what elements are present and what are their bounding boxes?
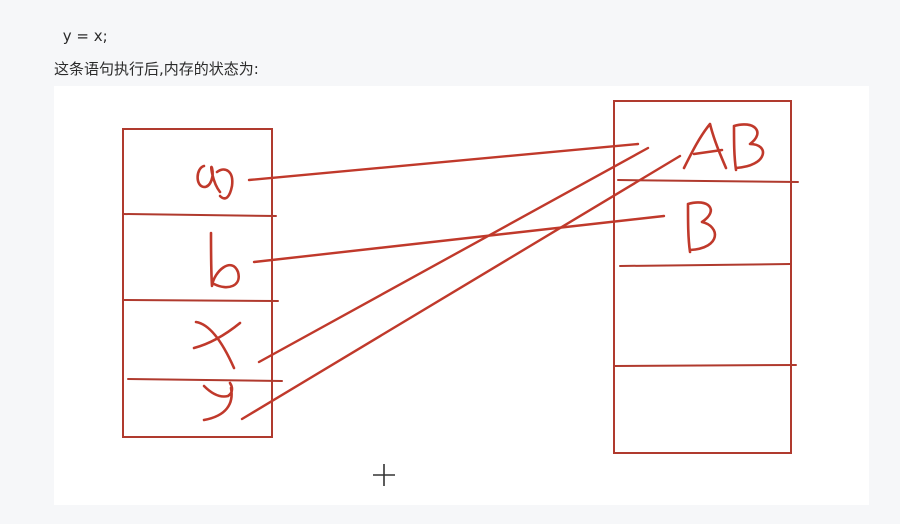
line-a-to-ab <box>247 142 640 182</box>
code-line: y = x; <box>58 27 108 45</box>
line-y-to-ab <box>240 154 682 421</box>
heap-divider-1 <box>617 179 799 183</box>
heap-divider-2 <box>619 263 791 267</box>
label-a <box>196 164 234 200</box>
heap-box-outline <box>613 100 792 454</box>
stack-divider-1 <box>122 213 277 217</box>
line-x-to-ab <box>257 146 650 364</box>
heap-divider-3 <box>613 364 797 367</box>
memory-diagram-svg <box>122 100 799 486</box>
heap-box <box>613 100 799 454</box>
caption-text: 这条语句执行后,内存的状态为: <box>54 60 259 78</box>
stack-box <box>122 128 283 438</box>
label-b <box>209 231 240 289</box>
memory-diagram <box>54 86 869 505</box>
line-b-to-b <box>252 214 666 264</box>
label-x <box>192 320 242 370</box>
label-b-heap <box>686 201 717 254</box>
stack-divider-2 <box>122 299 279 302</box>
stack-box-outline <box>122 128 273 438</box>
crosshair-icon <box>373 464 395 486</box>
reference-lines <box>240 142 682 421</box>
label-y <box>202 381 234 422</box>
stack-divider-3 <box>127 378 283 382</box>
label-ab <box>682 122 765 172</box>
